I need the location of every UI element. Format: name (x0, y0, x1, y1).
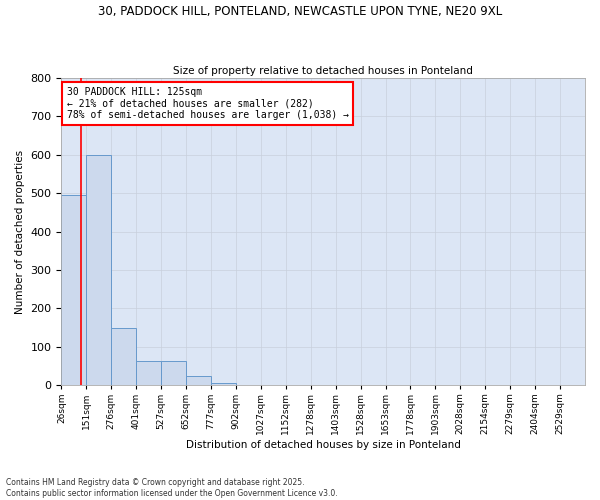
Bar (111, 328, 136, 386)
Text: 30, PADDOCK HILL, PONTELAND, NEWCASTLE UPON TYNE, NE20 9XL: 30, PADDOCK HILL, PONTELAND, NEWCASTLE U… (98, 5, 502, 18)
Bar (211, 382, 236, 386)
Bar (186, 376, 211, 386)
Bar (161, 361, 186, 386)
Y-axis label: Number of detached properties: Number of detached properties (15, 150, 25, 314)
Bar (61, 195, 86, 386)
X-axis label: Distribution of detached houses by size in Ponteland: Distribution of detached houses by size … (186, 440, 461, 450)
Bar (86, 156, 111, 386)
Text: Contains HM Land Registry data © Crown copyright and database right 2025.
Contai: Contains HM Land Registry data © Crown c… (6, 478, 338, 498)
Bar (136, 361, 161, 386)
Text: 30 PADDOCK HILL: 125sqm
← 21% of detached houses are smaller (282)
78% of semi-d: 30 PADDOCK HILL: 125sqm ← 21% of detache… (67, 87, 349, 120)
Title: Size of property relative to detached houses in Ponteland: Size of property relative to detached ho… (173, 66, 473, 76)
